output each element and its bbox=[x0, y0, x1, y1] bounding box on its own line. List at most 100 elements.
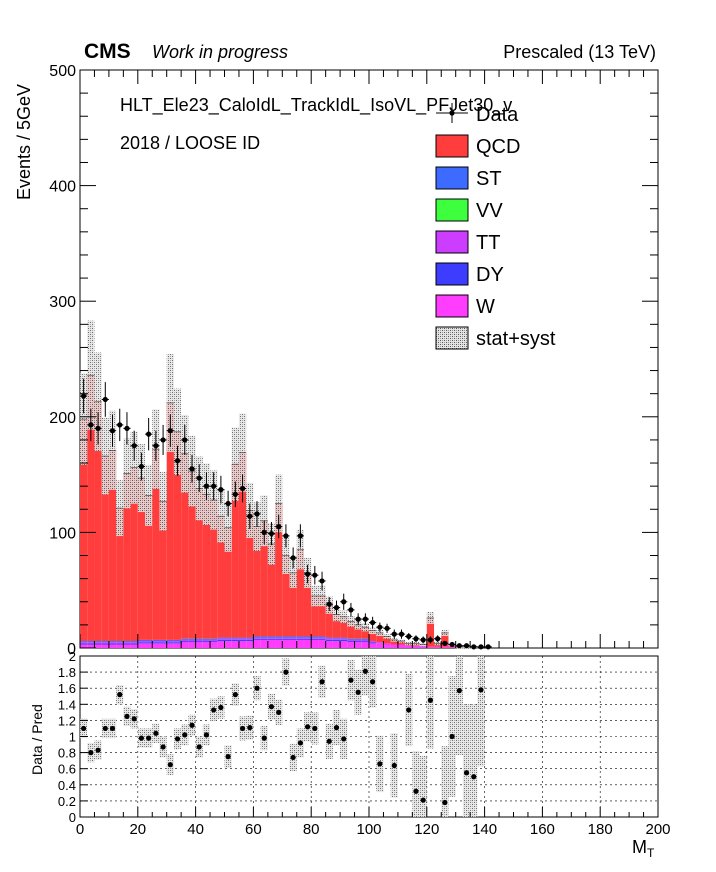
bar-w bbox=[101, 644, 109, 648]
bar-tt bbox=[361, 639, 369, 642]
legend-label: VV bbox=[476, 200, 503, 222]
bar-w bbox=[332, 641, 341, 648]
ratio-y-tick-label: 0.2 bbox=[58, 794, 76, 809]
ratio-point bbox=[211, 707, 217, 713]
bar-st bbox=[296, 636, 304, 638]
bar-qcd bbox=[137, 478, 146, 640]
data-point bbox=[167, 428, 173, 434]
bar-qcd bbox=[166, 402, 174, 640]
bar-qcd bbox=[347, 621, 355, 639]
data-point bbox=[189, 466, 195, 472]
bar-qcd bbox=[260, 520, 268, 637]
ratio-point bbox=[362, 668, 368, 674]
bar-w bbox=[340, 641, 348, 648]
bar-tt bbox=[325, 638, 333, 640]
ratio-point bbox=[146, 735, 152, 741]
ratio-xlabel: MT bbox=[632, 837, 655, 860]
bar-qcd bbox=[87, 375, 95, 642]
bar-qcd bbox=[80, 419, 88, 642]
ratio-y-tick-label: 0.8 bbox=[58, 746, 76, 761]
bar-st bbox=[311, 636, 319, 638]
data-point bbox=[109, 428, 116, 434]
bar-tt bbox=[130, 642, 138, 644]
bar-dy bbox=[188, 641, 196, 643]
bar-qcd bbox=[173, 431, 182, 640]
data-point bbox=[312, 572, 318, 578]
data-point bbox=[182, 437, 188, 443]
bar-dy bbox=[101, 643, 109, 645]
data-point bbox=[377, 624, 383, 630]
data-point bbox=[442, 640, 448, 646]
data-point bbox=[88, 422, 94, 428]
bar-tt bbox=[260, 637, 268, 639]
ratio-point bbox=[268, 704, 275, 710]
data-point bbox=[471, 644, 477, 650]
ratio-point bbox=[95, 747, 101, 753]
data-point bbox=[196, 475, 202, 481]
bar-st bbox=[325, 637, 333, 639]
ratio-point bbox=[109, 725, 116, 732]
bar-dy bbox=[340, 639, 348, 642]
bar-st bbox=[166, 639, 174, 642]
bar-tt bbox=[224, 638, 232, 640]
bar-w bbox=[369, 643, 377, 648]
bar-w bbox=[434, 646, 442, 648]
bar-dy bbox=[87, 643, 95, 645]
bar-st bbox=[152, 639, 160, 642]
bar-qcd bbox=[108, 450, 117, 642]
ratio-point bbox=[88, 750, 94, 756]
bar-tt bbox=[340, 638, 348, 640]
bar-w bbox=[253, 639, 261, 648]
bar-qcd bbox=[195, 488, 203, 639]
bar-w bbox=[275, 639, 283, 648]
bar-tt bbox=[145, 641, 153, 643]
bar-dy bbox=[282, 638, 290, 640]
bar-tt bbox=[369, 641, 377, 643]
bar-tt bbox=[87, 642, 95, 644]
bar-tt bbox=[275, 637, 283, 639]
data-point bbox=[427, 637, 434, 643]
energy-label: Prescaled (13 TeV) bbox=[503, 42, 656, 62]
bar-qcd bbox=[188, 471, 196, 639]
y-tick-label: 400 bbox=[49, 179, 76, 196]
data-point bbox=[370, 619, 376, 626]
bar-w bbox=[246, 641, 254, 648]
bar-dy bbox=[166, 642, 174, 644]
ratio-x-tick-label: 180 bbox=[588, 821, 613, 838]
selection-annotation: 2018 / LOOSE ID bbox=[120, 133, 260, 153]
main-ylabel: Events / 5GeV bbox=[14, 84, 34, 200]
legend-label: stat+syst bbox=[476, 328, 556, 350]
bar-qcd bbox=[275, 503, 283, 637]
legend-label: W bbox=[476, 296, 495, 318]
ratio-ylabel: Data / Pred bbox=[29, 704, 45, 775]
ratio-point bbox=[283, 669, 289, 675]
ratio-x-tick-label: 100 bbox=[356, 821, 381, 838]
bar-qcd bbox=[303, 572, 312, 637]
bar-dy bbox=[311, 638, 319, 640]
y-tick-label: 100 bbox=[49, 525, 76, 542]
bar-st bbox=[94, 641, 102, 643]
data-point bbox=[131, 443, 137, 449]
data-point bbox=[297, 533, 303, 539]
data-point bbox=[384, 625, 390, 631]
ratio-plot-area: 0 20 40 60 80 100 120 140 160 180 200 00.20.40.60.8… bbox=[58, 649, 671, 838]
bar-qcd bbox=[238, 452, 247, 638]
bar-st bbox=[87, 641, 95, 643]
data-point bbox=[355, 616, 361, 622]
ratio-point bbox=[478, 687, 484, 693]
bar-st bbox=[116, 641, 124, 643]
ratio-x-tick-label: 160 bbox=[530, 821, 555, 838]
ratio-point bbox=[239, 725, 246, 732]
ratio-uncertainty-band bbox=[412, 750, 420, 817]
bar-qcd bbox=[325, 605, 333, 638]
ratio-point bbox=[290, 754, 296, 761]
bar-qcd bbox=[311, 595, 319, 637]
bar-tt bbox=[195, 639, 203, 642]
data-point bbox=[124, 425, 130, 431]
ratio-y-tick-label: 1.8 bbox=[58, 665, 76, 680]
bar-tt bbox=[332, 638, 341, 640]
bar-dy bbox=[275, 638, 283, 640]
ratio-x-tick-label: 200 bbox=[645, 821, 670, 838]
ratio-point bbox=[160, 744, 166, 750]
bar-st bbox=[188, 638, 196, 640]
